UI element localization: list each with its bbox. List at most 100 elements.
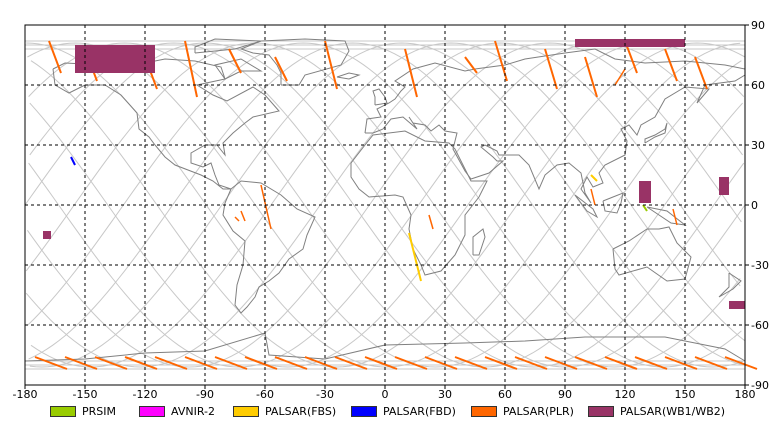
legend-swatch [351, 405, 377, 417]
fbd-mark [70, 156, 76, 166]
plr-strip [614, 68, 626, 86]
plr-strip [404, 48, 418, 98]
coastline-baffin [214, 58, 263, 80]
wb-region [575, 39, 685, 47]
plr-strip [664, 48, 678, 82]
wb-region [639, 181, 651, 203]
plr-strip [240, 210, 246, 222]
map-panel: -180 -150 -120 -90 -60 -30 0 30 60 90 120 150 180 90 6… [13, 19, 769, 401]
plr-strip [184, 356, 218, 370]
legend-item-palsar-fbs: PALSAR(FBS) [233, 404, 336, 418]
y-tick-label: -90 [751, 379, 769, 392]
plr-strip [694, 356, 728, 370]
plr-strip [574, 356, 608, 370]
coastline-greenland [239, 38, 350, 86]
wb-region [719, 177, 729, 195]
observation-layer [34, 39, 758, 370]
plr-strip [184, 40, 198, 98]
plr-strip [324, 40, 338, 90]
legend-swatch [471, 405, 497, 417]
coastline-eurasia [364, 48, 746, 204]
plr-strip [304, 356, 338, 370]
plr-strip [274, 56, 288, 82]
x-tick-label: 150 [675, 388, 696, 400]
y-tick-label: -30 [751, 259, 769, 272]
x-tick-label: -90 [196, 388, 214, 400]
y-tick-label: 0 [751, 199, 758, 212]
plr-strip [672, 208, 678, 226]
plr-strip [234, 216, 240, 222]
plr-strip [634, 356, 668, 370]
plr-strip [214, 356, 248, 370]
plr-strip [514, 356, 548, 370]
legend-item-palsar-plr: PALSAR(PLR) [471, 404, 574, 418]
y-tick-label: 60 [751, 79, 765, 92]
coastline-new-guinea [646, 206, 687, 226]
plr-strip [604, 356, 638, 370]
x-tick-label: -150 [73, 388, 98, 400]
legend-label: PALSAR(PLR) [503, 404, 574, 418]
coastline-iceland [336, 72, 361, 80]
y-tick-label: 90 [751, 19, 765, 32]
wb-region [729, 301, 745, 309]
coastline-borneo [602, 192, 624, 214]
legend-swatch [139, 405, 165, 417]
plr-strip [544, 356, 578, 370]
plr-strip [154, 356, 188, 370]
x-tick-label: 30 [438, 388, 452, 400]
plr-strip [590, 188, 596, 206]
orbit-track [28, 42, 743, 368]
plr-strip [454, 356, 488, 370]
plr-strip [364, 356, 398, 370]
orbit-track [26, 42, 741, 368]
x-tick-label: 90 [558, 388, 572, 400]
coastline-new-zealand [718, 272, 742, 298]
plr-strip [34, 356, 68, 370]
plr-strip [584, 56, 598, 98]
x-tick-label: -120 [133, 388, 158, 400]
legend-item-avnir2: AVNIR-2 [139, 404, 215, 418]
legend-label: PALSAR(WB1/WB2) [620, 404, 726, 418]
fbs-strip [408, 232, 422, 282]
plr-strip [94, 356, 128, 370]
x-tick-label: 0 [382, 388, 389, 400]
plr-strip [484, 356, 518, 370]
plr-strip [124, 356, 158, 370]
plr-strip [424, 356, 458, 370]
legend-item-palsar-wb: PALSAR(WB1/WB2) [588, 404, 725, 418]
coastline-south-america [222, 180, 316, 314]
plr-strip [334, 356, 368, 370]
plr-strip [64, 356, 98, 370]
legend-label: PALSAR(FBD) [383, 404, 456, 418]
coastlines [24, 38, 746, 362]
wb-region [75, 45, 155, 73]
plr-strip [394, 356, 428, 370]
x-tick-label: 60 [498, 388, 512, 400]
plr-strip [428, 214, 434, 230]
legend-label: PRSIM [82, 404, 116, 418]
legend-swatch [50, 405, 76, 417]
legend-swatch [588, 405, 614, 417]
x-tick-label: -60 [256, 388, 274, 400]
coastline-antarctica-edge [24, 332, 746, 362]
coastline-sumatra [574, 194, 599, 219]
plr-strip [48, 40, 62, 74]
plr-strip [244, 356, 278, 370]
legend-label: PALSAR(FBS) [265, 404, 337, 418]
coastline-uk [372, 88, 388, 106]
coastline-australia [612, 226, 692, 282]
orbit-track [30, 42, 746, 368]
plr-strip [274, 356, 308, 370]
plr-strip [724, 356, 758, 370]
fbs-strip [590, 174, 598, 182]
legend-item-palsar-fbd: PALSAR(FBD) [351, 404, 456, 418]
x-tick-label: -30 [316, 388, 334, 400]
plr-strip [694, 56, 708, 90]
world-map: -180 -150 -120 -90 -60 -30 0 30 60 90 120 150 180 90 6… [13, 19, 769, 401]
plr-strip [544, 48, 558, 90]
orbit-track [28, 42, 743, 368]
legend-label: AVNIR-2 [171, 404, 215, 418]
x-tick-label: 180 [735, 388, 756, 400]
coastline-africa [350, 130, 488, 276]
x-tick-label: -180 [13, 388, 38, 400]
